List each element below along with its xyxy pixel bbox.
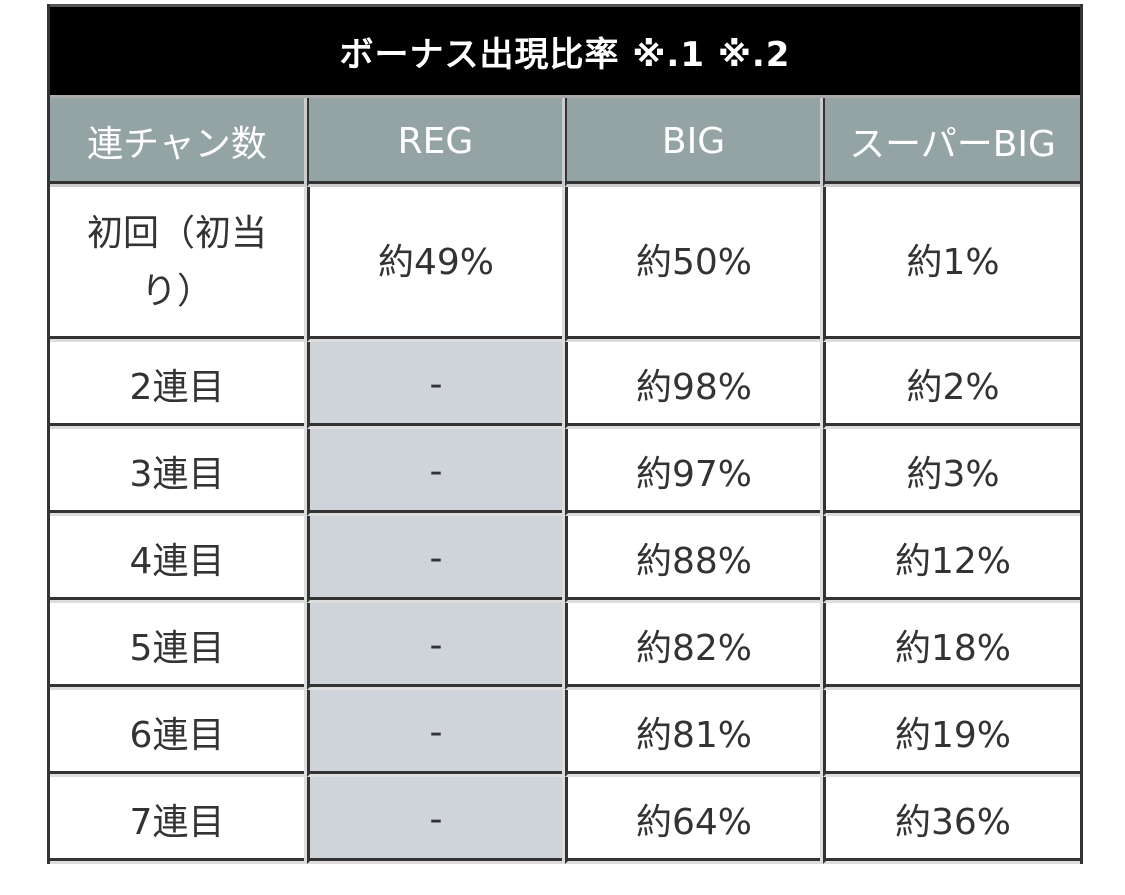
cell-big: 約81%	[565, 690, 823, 777]
cell-super-big: 約12%	[823, 516, 1080, 603]
row-label: 2連目	[50, 342, 307, 429]
row-label: 初回（初当り）	[50, 187, 307, 342]
row-label: 4連目	[50, 516, 307, 603]
cell-super-big: 約19%	[823, 690, 1080, 777]
table-row: 6連目 - 約81% 約19%	[50, 690, 1080, 777]
cell-reg: -	[307, 429, 565, 516]
bonus-ratio-table-container: ボーナス出現比率 ※.1 ※.2 連チャン数 REG BIG スーパーBIG 初…	[47, 4, 1083, 864]
cell-super-big: 約2%	[823, 342, 1080, 429]
row-label: 5連目	[50, 603, 307, 690]
header-super-big: スーパーBIG	[823, 98, 1080, 187]
cell-big: 約50%	[565, 187, 823, 342]
cell-super-big: 約3%	[823, 429, 1080, 516]
row-label: 3連目	[50, 429, 307, 516]
table-row: 5連目 - 約82% 約18%	[50, 603, 1080, 690]
cell-super-big: 約1%	[823, 187, 1080, 342]
cell-reg: -	[307, 603, 565, 690]
table-row: 7連目 - 約64% 約36%	[50, 777, 1080, 864]
table-title-row: ボーナス出現比率 ※.1 ※.2	[50, 4, 1080, 98]
cell-reg: -	[307, 690, 565, 777]
table-row: 4連目 - 約88% 約12%	[50, 516, 1080, 603]
cell-big: 約82%	[565, 603, 823, 690]
cell-big: 約64%	[565, 777, 823, 864]
cell-big: 約88%	[565, 516, 823, 603]
row-label-text: 初回（初当り）	[86, 213, 267, 312]
row-label: 6連目	[50, 690, 307, 777]
cell-big: 約98%	[565, 342, 823, 429]
cell-reg: 約49%	[307, 187, 565, 342]
table-row: 2連目 - 約98% 約2%	[50, 342, 1080, 429]
row-label: 7連目	[50, 777, 307, 864]
bonus-ratio-table: ボーナス出現比率 ※.1 ※.2 連チャン数 REG BIG スーパーBIG 初…	[47, 4, 1083, 864]
header-reg: REG	[307, 98, 565, 187]
table-row: 初回（初当り） 約49% 約50% 約1%	[50, 187, 1080, 342]
cell-super-big: 約36%	[823, 777, 1080, 864]
table-row: 3連目 - 約97% 約3%	[50, 429, 1080, 516]
header-big: BIG	[565, 98, 823, 187]
cell-reg: -	[307, 516, 565, 603]
cell-reg: -	[307, 342, 565, 429]
cell-reg: -	[307, 777, 565, 864]
table-header-row: 連チャン数 REG BIG スーパーBIG	[50, 98, 1080, 187]
cell-big: 約97%	[565, 429, 823, 516]
header-chain-count: 連チャン数	[50, 98, 307, 187]
table-title: ボーナス出現比率 ※.1 ※.2	[50, 4, 1080, 98]
cell-super-big: 約18%	[823, 603, 1080, 690]
